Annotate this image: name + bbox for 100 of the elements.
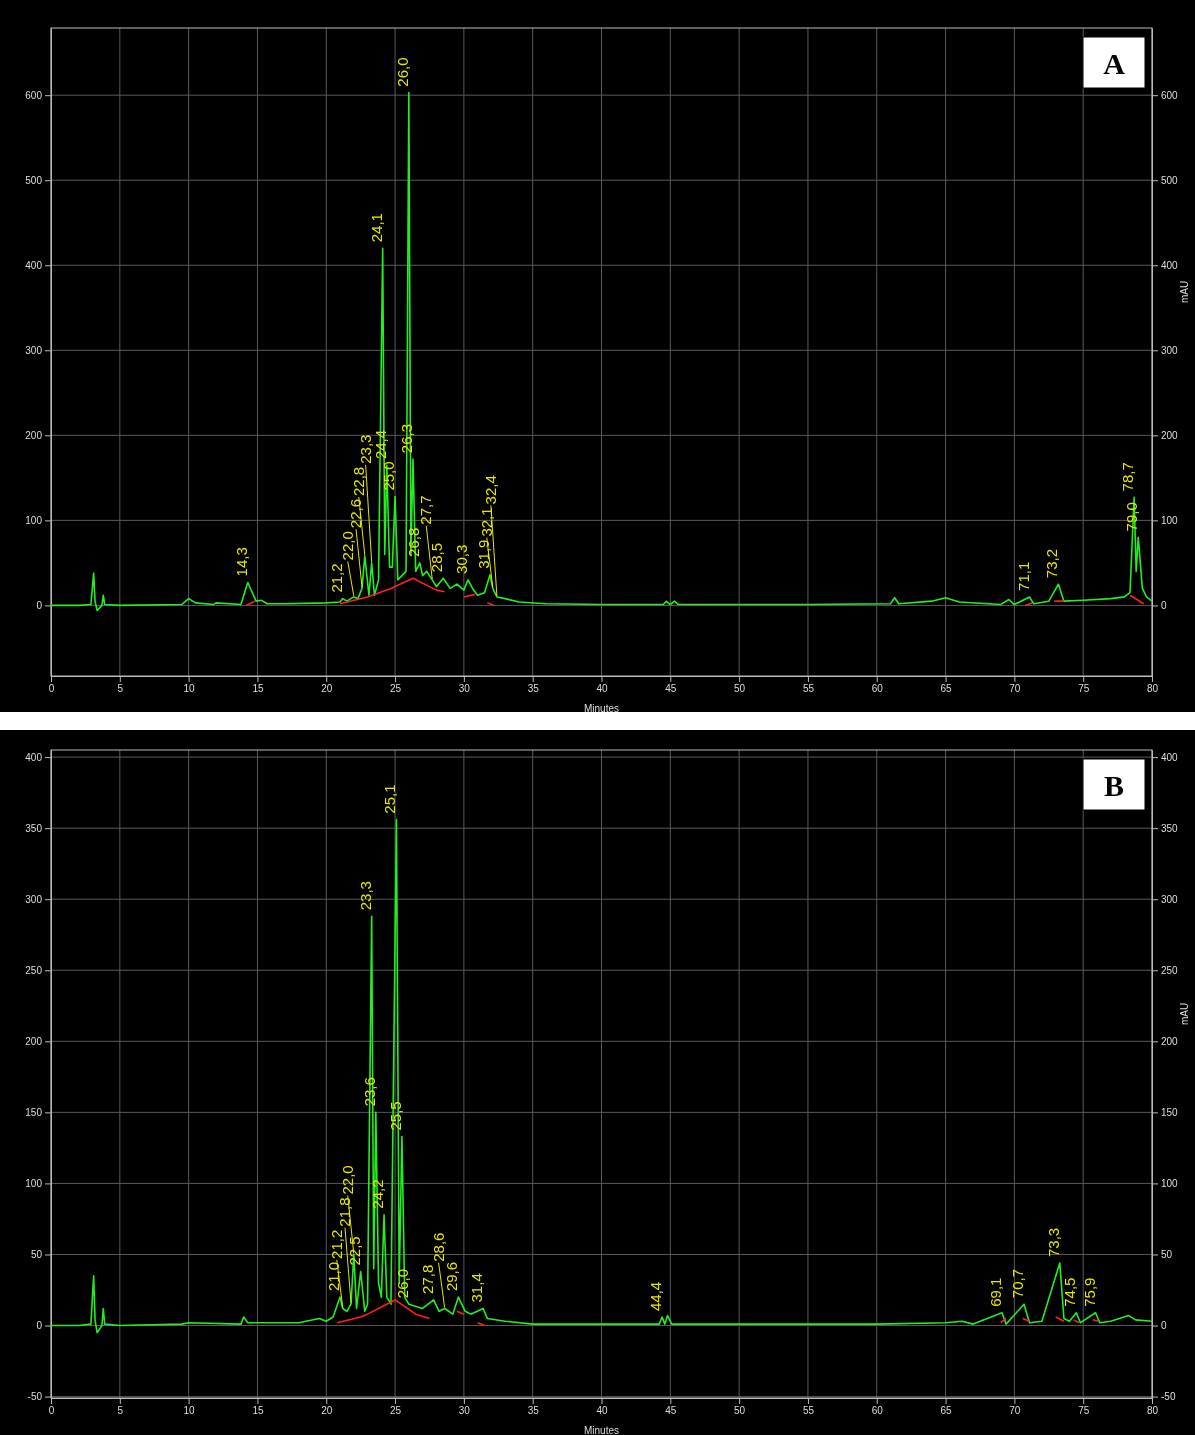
annotation: 31,4 — [468, 1273, 486, 1303]
y-tick-label: 200 — [25, 430, 43, 442]
x-tick-label: 75 — [1078, 683, 1090, 695]
annotation: 30,3 — [453, 544, 470, 574]
x-tick-label: 80 — [1146, 1405, 1159, 1417]
y2-tick-label: 200 — [1161, 430, 1179, 442]
y-tick-label: 200 — [25, 1036, 43, 1048]
y2-tick-label: 300 — [1161, 345, 1179, 356]
y-tick-label: 400 — [25, 751, 43, 763]
x-tick-label: 60 — [871, 1405, 884, 1417]
x-tick-label: 35 — [527, 683, 540, 695]
annotation: 27,8 — [418, 1264, 436, 1294]
y2-tick-label: 400 — [1161, 751, 1179, 763]
x-axis-title: Minutes — [583, 1425, 620, 1435]
annotation: 31,9 — [475, 539, 493, 569]
x-tick-label: 70 — [1009, 683, 1021, 695]
annotation: 28,5 — [428, 543, 446, 573]
x-tick-label: 40 — [596, 683, 608, 695]
y2-tick-label: -50 — [1161, 1391, 1176, 1403]
x-tick-label: 75 — [1078, 1405, 1090, 1417]
x-axis-title: Minutes — [583, 703, 620, 714]
x-tick-label: 55 — [802, 1405, 815, 1417]
x-tick-label: 45 — [665, 683, 677, 695]
annotation: 79,0 — [1123, 502, 1141, 532]
annotation: 75,9 — [1080, 1277, 1098, 1307]
y-tick-label: 50 — [30, 1249, 43, 1261]
annotation: 23,3 — [356, 881, 374, 911]
annotation: 21,8 — [336, 1197, 354, 1227]
annotation: 26,0 — [393, 57, 411, 87]
annotation: 21,0 — [325, 1261, 343, 1292]
y-tick-label: 300 — [25, 345, 43, 356]
y-tick-label: 150 — [25, 1107, 43, 1119]
x-tick-label: 80 — [1146, 683, 1159, 695]
annotation: 73,2 — [1043, 548, 1061, 579]
x-tick-label: 40 — [596, 1405, 608, 1417]
annotation: 74,5 — [1061, 1277, 1079, 1307]
annotation: 27,7 — [417, 495, 435, 525]
x-tick-label: 25 — [390, 1405, 402, 1417]
y2-tick-label: 0 — [1161, 1320, 1167, 1332]
annotation: 25,5 — [386, 1101, 404, 1131]
annotation: 28,6 — [429, 1232, 447, 1262]
y-tick-label: 350 — [25, 822, 43, 834]
x-tick-label: 30 — [458, 1405, 471, 1417]
annotation: 26,0 — [393, 1269, 411, 1299]
y2-axis-title: mAU — [1179, 1002, 1190, 1026]
annotation: 24,1 — [367, 213, 385, 243]
annotation: 22,5 — [345, 1236, 363, 1266]
x-tick-label: 10 — [183, 683, 196, 695]
y2-axis-title: mAU — [1179, 280, 1190, 304]
y-tick-label: -50 — [27, 1391, 43, 1403]
y2-tick-label: 200 — [1161, 1036, 1179, 1048]
annotation: 22,0 — [338, 1165, 356, 1195]
x-tick-label: 45 — [665, 1405, 677, 1417]
x-tick-label: 25 — [390, 683, 402, 695]
x-tick-label: 65 — [940, 683, 953, 695]
text: A — [1103, 47, 1126, 80]
annotation: 69,1 — [986, 1277, 1004, 1307]
x-tick-label: 35 — [527, 1405, 540, 1417]
text: B — [1103, 769, 1125, 802]
annotation: 32,1 — [477, 507, 495, 537]
x-tick-label: 65 — [940, 1405, 953, 1417]
y-tick-label: 0 — [36, 1320, 43, 1332]
x-tick-label: 15 — [252, 1405, 264, 1417]
y2-tick-label: 150 — [1161, 1107, 1179, 1119]
annotation: 25,0 — [380, 461, 398, 491]
annotation: 73,3 — [1044, 1227, 1062, 1257]
x-tick-label: 50 — [734, 683, 746, 695]
annotation: 71,1 — [1014, 561, 1032, 591]
x-tick-label: 0 — [48, 683, 55, 695]
annotation: 70,7 — [1009, 1269, 1027, 1299]
annotation: 26,8 — [404, 527, 422, 557]
x-tick-label: 60 — [871, 683, 884, 695]
annotation: 22,0 — [338, 531, 356, 561]
x-tick-label: 5 — [117, 1405, 124, 1417]
annotation: 21,2 — [327, 1229, 345, 1259]
y2-tick-label: 600 — [1161, 89, 1179, 101]
annotation: 29,6 — [443, 1261, 461, 1292]
y-tick-label: 300 — [25, 893, 43, 905]
y2-tick-label: 300 — [1161, 893, 1179, 905]
y-tick-label: 400 — [25, 259, 43, 271]
annotation: 24,2 — [369, 1179, 387, 1209]
x-tick-label: 30 — [458, 683, 471, 695]
y-tick-label: 250 — [25, 964, 43, 976]
annotation: 25,1 — [381, 784, 399, 814]
y2-tick-label: 500 — [1161, 174, 1179, 186]
x-tick-label: 55 — [802, 683, 815, 695]
annotation: 32,4 — [481, 475, 499, 505]
y-tick-label: 100 — [25, 1178, 43, 1190]
y-tick-label: 600 — [25, 89, 43, 101]
x-tick-label: 0 — [48, 1405, 55, 1417]
y2-tick-label: 0 — [1161, 600, 1167, 612]
x-tick-label: 20 — [321, 683, 333, 695]
x-tick-label: 70 — [1009, 1405, 1021, 1417]
y-tick-label: 500 — [25, 174, 43, 186]
annotation: 22,6 — [347, 499, 365, 529]
y2-tick-label: 350 — [1161, 822, 1179, 834]
annotation: 21,2 — [327, 563, 345, 593]
annotation: 22,8 — [349, 466, 367, 496]
annotation: 23,6 — [360, 1077, 378, 1107]
y2-tick-label: 400 — [1161, 259, 1179, 271]
